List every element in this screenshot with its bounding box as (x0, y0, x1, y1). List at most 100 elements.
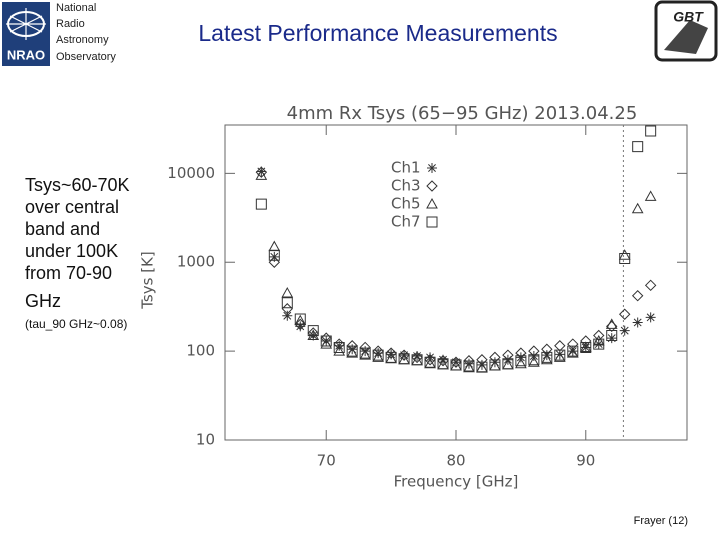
data-point (333, 341, 345, 353)
legend-marker (426, 197, 438, 209)
y-tick-label: 10000 (167, 164, 215, 182)
data-point (463, 361, 475, 373)
data-point (372, 351, 384, 362)
data-point (476, 361, 488, 373)
data-point (385, 351, 397, 363)
data-point (268, 249, 280, 261)
data-point (411, 354, 423, 366)
data-point (320, 338, 333, 349)
data-point (515, 355, 527, 367)
data-point (502, 358, 514, 370)
data-point (282, 310, 293, 321)
data-point (553, 351, 566, 362)
data-point (256, 166, 267, 177)
data-point (372, 345, 384, 357)
data-point (294, 314, 307, 326)
data-point (307, 329, 320, 340)
data-point (644, 279, 657, 292)
legend-label: Ch3 (391, 177, 421, 195)
data-point (619, 253, 631, 265)
data-point (606, 329, 618, 341)
logo-rays (6, 8, 46, 40)
legend-label: Ch5 (391, 195, 421, 213)
data-point (372, 349, 384, 361)
data-point (385, 347, 397, 359)
legend-marker (426, 180, 438, 192)
data-point (476, 354, 488, 366)
data-point (295, 321, 306, 332)
nrao-logo: NRAO National Radio Astronomy Observator… (2, 2, 116, 66)
data-point (451, 357, 461, 368)
data-point (593, 338, 605, 350)
data-point (294, 313, 306, 325)
data-point (411, 351, 423, 364)
data-point (346, 345, 358, 357)
data-point (632, 317, 643, 328)
note-line: under 100K (25, 241, 118, 261)
data-point (359, 341, 371, 354)
data-point (567, 345, 579, 357)
data-point (592, 334, 605, 346)
data-point (631, 202, 644, 214)
data-point (580, 335, 592, 347)
data-point (618, 249, 631, 260)
data-point (619, 308, 631, 320)
note-line: Tsys~60-70K (25, 175, 130, 195)
data-point (307, 327, 319, 339)
data-point (528, 345, 540, 357)
x-tick-label: 70 (317, 452, 336, 470)
gbt-text: GBT (673, 9, 704, 25)
x-tick-label: 80 (446, 452, 465, 470)
data-point (437, 358, 449, 370)
data-point (255, 169, 268, 180)
data-point (554, 349, 566, 361)
legend-label: Ch1 (391, 159, 421, 177)
note-line: GHz (25, 291, 61, 311)
data-point (632, 141, 644, 153)
data-point (398, 353, 410, 365)
data-point (281, 287, 294, 298)
data-point (541, 351, 553, 363)
footer: Frayer (12) (634, 515, 688, 527)
data-point (593, 339, 604, 350)
data-point (528, 356, 540, 367)
data-point (255, 166, 268, 178)
data-point (580, 341, 592, 353)
data-point (489, 359, 501, 371)
y-tick-label: 1000 (177, 253, 215, 271)
logo-abbr: NRAO (7, 47, 45, 62)
data-point (255, 198, 267, 210)
data-point (645, 125, 657, 137)
data-point (320, 335, 332, 347)
data-point (359, 349, 372, 360)
data-point (347, 344, 358, 355)
data-point (566, 347, 579, 358)
y-tick-label: 100 (186, 342, 215, 360)
logo-line: Astronomy (56, 34, 109, 46)
data-point (281, 297, 293, 309)
logo-line: Radio (56, 18, 85, 30)
data-point (606, 333, 617, 344)
data-point (554, 349, 565, 360)
x-tick-label: 90 (576, 452, 595, 470)
data-point (554, 340, 566, 352)
data-point (580, 342, 591, 353)
footnote: (tau_90 GHz~0.08) (25, 317, 127, 331)
data-point (605, 318, 618, 329)
gbt-logo: GBT (654, 0, 718, 62)
data-point (540, 353, 553, 365)
note-line: from 70-90 (25, 263, 112, 283)
legend-label: Ch7 (391, 213, 421, 231)
data-point (307, 325, 319, 337)
data-point (631, 290, 644, 302)
y-axis-label: Tsys [K] (139, 251, 157, 310)
data-point (281, 303, 293, 315)
note-line: over central (25, 197, 119, 217)
data-point (463, 355, 475, 367)
legend-marker (426, 216, 438, 228)
data-point (424, 357, 436, 369)
logo-line: National (56, 2, 96, 14)
data-point (424, 356, 436, 368)
data-point (346, 347, 359, 358)
